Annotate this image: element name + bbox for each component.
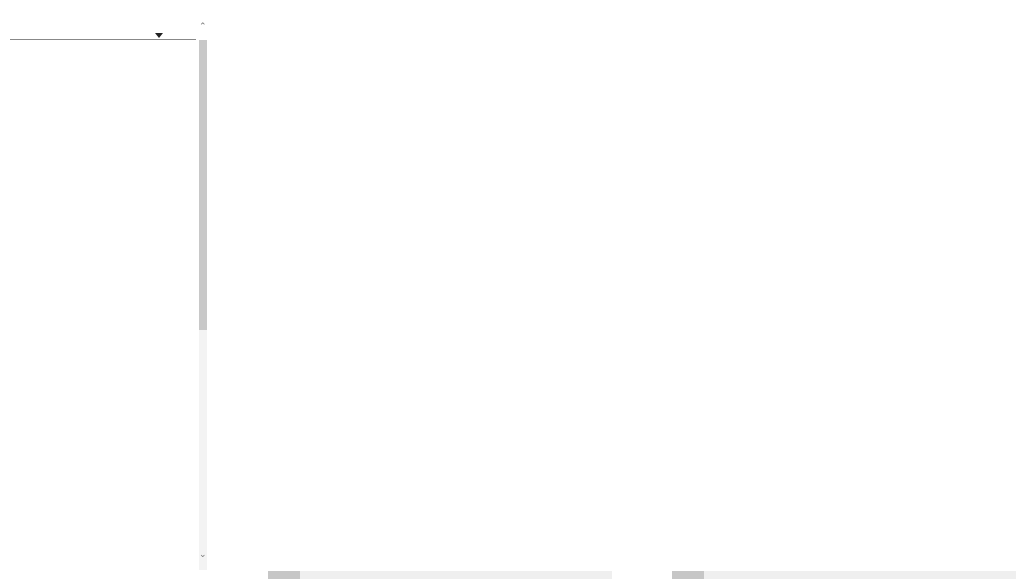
scroll-down-icon[interactable]: ⌄ xyxy=(199,550,207,560)
player-table: ⌃ ⌄ xyxy=(6,14,207,574)
rank-bar-scrollbar[interactable] xyxy=(268,571,612,579)
table-scrollbar-thumb[interactable] xyxy=(199,40,207,330)
wr-line-chart xyxy=(210,38,610,398)
point-bar-scrollbar[interactable] xyxy=(672,571,1016,579)
table-header xyxy=(6,14,196,40)
point-bar-scrollbar-thumb[interactable] xyxy=(672,571,704,579)
rank-bar-scrollbar-thumb[interactable] xyxy=(268,571,300,579)
point-gain-bar-chart xyxy=(615,425,1024,565)
header-divider xyxy=(10,39,196,40)
rank-gain-bar-chart xyxy=(210,425,620,565)
points-line-chart xyxy=(615,38,1024,398)
sort-descending-icon[interactable] xyxy=(155,33,163,38)
table-scrollbar[interactable] xyxy=(199,40,207,570)
scroll-up-icon[interactable]: ⌃ xyxy=(199,22,207,32)
